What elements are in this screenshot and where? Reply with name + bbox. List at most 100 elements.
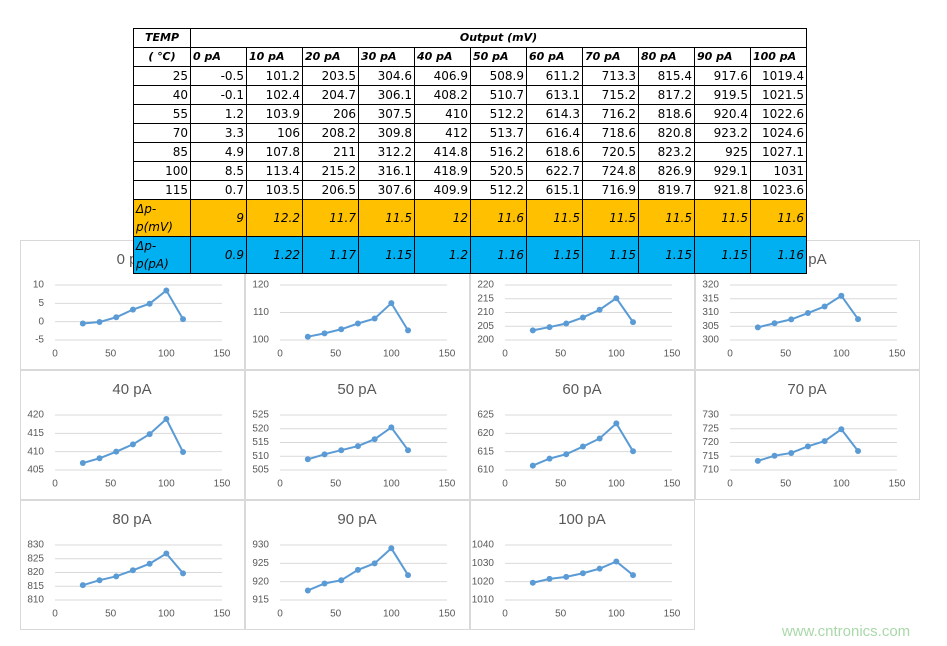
table-cell: 11.5 [582, 199, 639, 237]
x-tick-label: 100 [158, 609, 175, 620]
table-cell: 90 pA [694, 47, 751, 67]
table-row: Δp-p(mV) 9 12.2 11.7 11.5 12 11.6 11.5 11.5 11.5 1… [133, 199, 807, 237]
x-tick-label: 150 [889, 479, 906, 490]
y-tick-label: 730 [702, 410, 719, 421]
y-tick-label: 520 [252, 423, 269, 434]
table-cell: -0.1 [190, 85, 247, 105]
x-tick-label: 0 [502, 349, 508, 360]
data-point [563, 320, 570, 327]
table-cell: 11.5 [638, 199, 695, 237]
table-cell: 921.8 [694, 180, 751, 200]
data-point [804, 443, 811, 450]
table-cell: 823.2 [638, 142, 695, 162]
data-point [630, 572, 637, 579]
y-tick-label: 0 [38, 316, 44, 327]
table-row: 115 0.7 103.5 206.5 307.6 409.9 512.2 615.1 716.… [133, 180, 807, 200]
data-point [405, 447, 412, 454]
data-point [405, 327, 412, 334]
data-point [96, 455, 103, 462]
table-cell: 406.9 [414, 66, 471, 86]
chart-title: 80 pA [112, 511, 151, 528]
data-point [129, 441, 136, 448]
table-cell: 204.7 [302, 85, 359, 105]
data-point [338, 447, 345, 454]
data-point [613, 558, 620, 565]
table-cell: -0.5 [190, 66, 247, 86]
table-row: 25 -0.5 101.2 203.5 304.6 406.9 508.9 611.2 713.… [133, 66, 807, 86]
table-cell: 715.2 [582, 85, 639, 105]
y-tick-label: 1010 [472, 595, 495, 606]
table-cell: 1.15 [694, 236, 751, 274]
x-tick-label: 150 [214, 479, 231, 490]
y-tick-label: 610 [477, 465, 494, 476]
y-tick-label: 920 [252, 576, 269, 587]
table-cell: 1.15 [638, 236, 695, 274]
chart-title: 100 pA [558, 511, 606, 528]
table-cell: 614.3 [526, 104, 583, 124]
table-cell: ( ℃) [133, 47, 191, 67]
table-cell: 115 [133, 180, 191, 200]
table-cell: 516.2 [470, 142, 527, 162]
x-tick-label: 100 [383, 479, 400, 490]
x-tick-label: 150 [439, 609, 456, 620]
x-tick-label: 0 [502, 609, 508, 620]
table-cell: 923.2 [694, 123, 751, 143]
data-point [180, 449, 187, 456]
y-tick-label: 715 [702, 451, 719, 462]
data-point [613, 420, 620, 427]
chart-title: 70 pA [787, 381, 826, 398]
data-point [180, 570, 187, 577]
table-cell: 1023.6 [750, 180, 807, 200]
table-row: 85 4.9 107.8 211 312.2 414.8 516.2 618.6 720.5 82… [133, 142, 807, 162]
x-tick-label: 50 [105, 479, 117, 490]
y-tick-label: 215 [477, 293, 494, 304]
data-table: TEMP Output (mV)( ℃) 0 pA 10 pA 20 pA 30 pA 40… [133, 28, 807, 274]
x-tick-label: 150 [664, 609, 681, 620]
table-row: 100 8.5 113.4 215.2 316.1 418.9 520.5 622.7 724.… [133, 161, 807, 181]
data-point [579, 570, 586, 577]
data-point [579, 314, 586, 321]
y-tick-label: 5 [38, 298, 44, 309]
data-point [113, 573, 120, 580]
table-cell: 929.1 [694, 161, 751, 181]
table-cell: 11.6 [470, 199, 527, 237]
table-cell: Output (mV) [190, 28, 807, 48]
table-cell: 815.4 [638, 66, 695, 86]
data-point [338, 577, 345, 584]
x-tick-label: 100 [608, 349, 625, 360]
table-cell: 622.7 [526, 161, 583, 181]
table-cell: 1.17 [302, 236, 359, 274]
data-point [529, 579, 536, 586]
x-tick-label: 0 [727, 349, 733, 360]
x-tick-label: 150 [889, 349, 906, 360]
data-point [821, 303, 828, 310]
y-tick-label: 810 [27, 595, 44, 606]
x-tick-label: 100 [383, 609, 400, 620]
data-point [563, 573, 570, 580]
y-tick-label: 420 [27, 410, 44, 421]
table-cell: 12.2 [246, 199, 303, 237]
table-cell: 103.9 [246, 104, 303, 124]
table-cell: 8.5 [190, 161, 247, 181]
data-point [354, 566, 361, 573]
data-point [771, 320, 778, 327]
data-point [113, 314, 120, 321]
table-row: Δp-p(pA) 0.9 1.22 1.17 1.15 1.2 1.16 1.15 1.15 1.… [133, 236, 807, 274]
table-cell: 215.2 [302, 161, 359, 181]
data-point [129, 306, 136, 313]
y-tick-label: 615 [477, 446, 494, 457]
table-cell: 20 pA [302, 47, 359, 67]
x-tick-label: 50 [780, 349, 792, 360]
data-point [838, 292, 845, 299]
y-tick-label: 625 [477, 410, 494, 421]
table-cell: 100 [133, 161, 191, 181]
x-tick-label: 50 [330, 349, 342, 360]
x-tick-label: 100 [608, 609, 625, 620]
y-tick-label: 320 [702, 280, 719, 291]
data-point [304, 333, 311, 340]
table-cell: 1019.4 [750, 66, 807, 86]
table-cell: 520.5 [470, 161, 527, 181]
y-tick-label: 10 [33, 280, 45, 291]
y-tick-label: 930 [252, 540, 269, 551]
table-cell: 40 pA [414, 47, 471, 67]
